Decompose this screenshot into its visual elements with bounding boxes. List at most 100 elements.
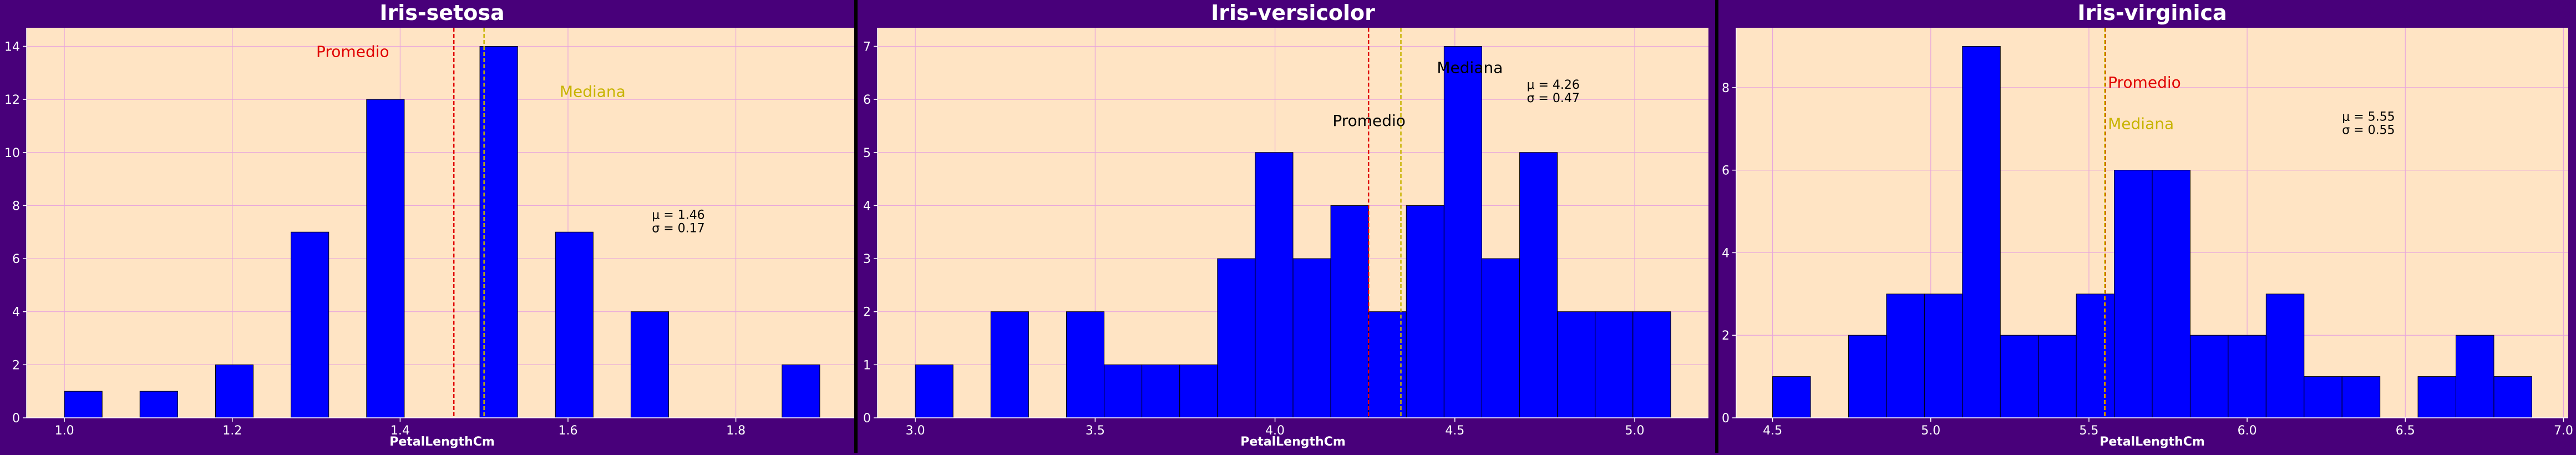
mean-stat: μ = 5.55 bbox=[2342, 110, 2395, 124]
histogram-bar bbox=[1632, 311, 1671, 418]
histogram-bar bbox=[2038, 335, 2077, 418]
x-tick-label: 5.0 bbox=[1921, 424, 1940, 438]
histogram-bar bbox=[2341, 376, 2381, 418]
histogram-bar bbox=[2228, 335, 2266, 418]
chart-title: Iris-setosa bbox=[379, 1, 504, 25]
histogram-bar bbox=[1292, 258, 1331, 418]
y-tick-label: 2 bbox=[12, 358, 20, 372]
x-tick-label: 5.5 bbox=[2079, 424, 2098, 438]
histogram-bar bbox=[1962, 46, 2001, 418]
histogram-bar bbox=[1886, 294, 1925, 418]
histogram-bar bbox=[1255, 152, 1294, 418]
histogram-bar bbox=[1368, 311, 1407, 418]
y-tick-label: 6 bbox=[1722, 164, 1730, 178]
histogram-bar bbox=[479, 46, 518, 418]
mean-label: Promedio bbox=[1332, 112, 1406, 130]
x-tick-label: 1.2 bbox=[222, 424, 242, 438]
histogram-bar bbox=[1519, 152, 1558, 418]
x-tick-label: 1.8 bbox=[726, 424, 746, 438]
y-tick-label: 8 bbox=[1722, 82, 1730, 95]
mean-stat: μ = 1.46 bbox=[652, 208, 704, 222]
x-tick-label: 4.5 bbox=[1445, 424, 1464, 438]
histogram-bar bbox=[215, 364, 254, 418]
histogram-bar bbox=[2304, 376, 2342, 418]
histogram-bar bbox=[139, 391, 178, 418]
histogram-bar bbox=[2000, 335, 2039, 418]
histogram-bar bbox=[555, 231, 594, 418]
histogram-bar bbox=[1924, 294, 1963, 418]
histogram-bar bbox=[782, 364, 820, 418]
histogram-bar bbox=[1104, 364, 1143, 418]
panel-divider bbox=[854, 0, 858, 453]
y-tick-label: 4 bbox=[863, 199, 871, 213]
x-tick-label: 1.6 bbox=[558, 424, 577, 438]
y-tick-label: 1 bbox=[863, 358, 871, 372]
x-tick-label: 3.0 bbox=[906, 424, 925, 438]
histogram-bar bbox=[2493, 376, 2532, 418]
histogram-bar bbox=[1443, 46, 1482, 418]
histogram-bar bbox=[915, 364, 954, 418]
y-tick-label: 3 bbox=[863, 252, 871, 266]
x-axis-label: PetalLengthCm bbox=[2100, 435, 2205, 449]
y-tick-label: 10 bbox=[4, 146, 20, 160]
y-tick-label: 6 bbox=[12, 252, 20, 266]
histogram-bar bbox=[1557, 311, 1596, 418]
histogram-bar bbox=[2189, 335, 2229, 418]
x-tick-label: 4.5 bbox=[1763, 424, 1782, 438]
x-tick-label: 6.5 bbox=[2396, 424, 2415, 438]
y-tick-label: 2 bbox=[1722, 329, 1730, 343]
x-axis-label: PetalLengthCm bbox=[389, 435, 495, 449]
y-tick-label: 6 bbox=[863, 93, 871, 107]
std-stat: σ = 0.47 bbox=[1527, 92, 1580, 105]
y-tick-label: 7 bbox=[863, 40, 871, 54]
panel-divider bbox=[1715, 0, 1718, 453]
histogram-bar bbox=[291, 231, 329, 418]
y-tick-label: 0 bbox=[12, 412, 20, 426]
x-tick-label: 6.0 bbox=[2238, 424, 2257, 438]
y-tick-label: 4 bbox=[1722, 246, 1730, 260]
mean-stat: μ = 4.26 bbox=[1527, 78, 1580, 92]
y-tick-label: 0 bbox=[863, 412, 871, 426]
y-tick-label: 5 bbox=[863, 146, 871, 160]
histogram-bar bbox=[990, 311, 1029, 418]
y-tick-label: 8 bbox=[12, 199, 20, 213]
median-label: Mediana bbox=[1437, 58, 1503, 77]
histogram-bar bbox=[1595, 311, 1634, 418]
chart-title: Iris-versicolor bbox=[1211, 1, 1375, 25]
histogram-bar bbox=[1217, 258, 1256, 418]
x-tick-label: 4.0 bbox=[1265, 424, 1285, 438]
y-tick-label: 0 bbox=[1722, 412, 1730, 426]
histogram-bar bbox=[2456, 335, 2494, 418]
histogram-bar bbox=[2076, 294, 2115, 418]
histogram-bar bbox=[1848, 335, 1887, 418]
y-tick-label: 4 bbox=[12, 306, 20, 320]
histogram-bar bbox=[1330, 205, 1369, 418]
mean-label: Promedio bbox=[316, 43, 389, 61]
std-stat: σ = 0.55 bbox=[2342, 123, 2395, 137]
median-label: Mediana bbox=[2108, 114, 2174, 133]
histogram-bar bbox=[2152, 170, 2190, 418]
histogram-bar bbox=[1772, 376, 1811, 418]
histogram-bar bbox=[630, 311, 670, 418]
x-axis-label: PetalLengthCm bbox=[1240, 435, 1346, 449]
x-tick-label: 3.5 bbox=[1086, 424, 1105, 438]
median-label: Mediana bbox=[560, 82, 626, 100]
x-tick-label: 7.0 bbox=[2554, 424, 2573, 438]
mean-label: Promedio bbox=[2108, 73, 2181, 92]
chart-title: Iris-virginica bbox=[2077, 1, 2227, 25]
y-tick-label: 2 bbox=[863, 306, 871, 320]
y-tick-label: 12 bbox=[4, 93, 20, 107]
histogram-bar bbox=[64, 391, 103, 418]
y-tick-label: 14 bbox=[4, 40, 20, 54]
histogram-bar bbox=[1406, 205, 1444, 418]
histogram-bar bbox=[2417, 376, 2457, 418]
histogram-bar bbox=[1142, 364, 1180, 418]
histogram-bar bbox=[366, 99, 405, 418]
x-tick-label: 1.4 bbox=[391, 424, 410, 438]
histogram-bar bbox=[1179, 364, 1218, 418]
x-tick-label: 5.0 bbox=[1625, 424, 1645, 438]
histogram-bar bbox=[2114, 170, 2153, 418]
std-stat: σ = 0.17 bbox=[652, 221, 704, 235]
plot-area bbox=[27, 28, 858, 418]
